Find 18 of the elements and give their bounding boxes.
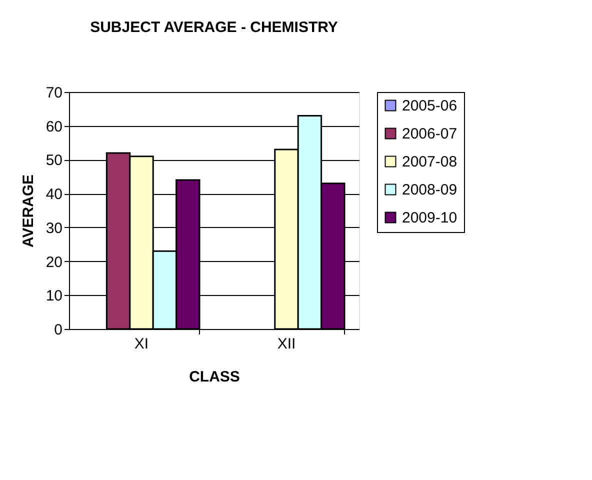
y-tick-label: 0	[54, 322, 62, 338]
y-tick-label: 40	[46, 186, 62, 204]
y-axis-title: AVERAGE	[20, 174, 37, 248]
y-tick-label: 60	[46, 118, 62, 136]
y-tick-label: 50	[46, 152, 62, 170]
y-tick-label: 10	[46, 288, 62, 305]
x-tick-label: XI	[134, 336, 149, 352]
legend-label: 2009-10	[402, 210, 458, 226]
y-tick-label: 70	[46, 84, 62, 102]
y-tick-label: 20	[46, 254, 62, 271]
x-axis-title: CLASS	[189, 368, 240, 386]
chart-title: SUBJECT AVERAGE - CHEMISTRY	[90, 19, 338, 36]
legend-label: 2007-08	[402, 154, 458, 170]
y-tick-label: 30	[46, 220, 62, 237]
legend-label: 2005-06	[402, 98, 458, 114]
x-tick-label: XII	[277, 336, 296, 352]
legend-label: 2008-09	[402, 182, 458, 198]
legend-label: 2006-07	[402, 126, 458, 142]
